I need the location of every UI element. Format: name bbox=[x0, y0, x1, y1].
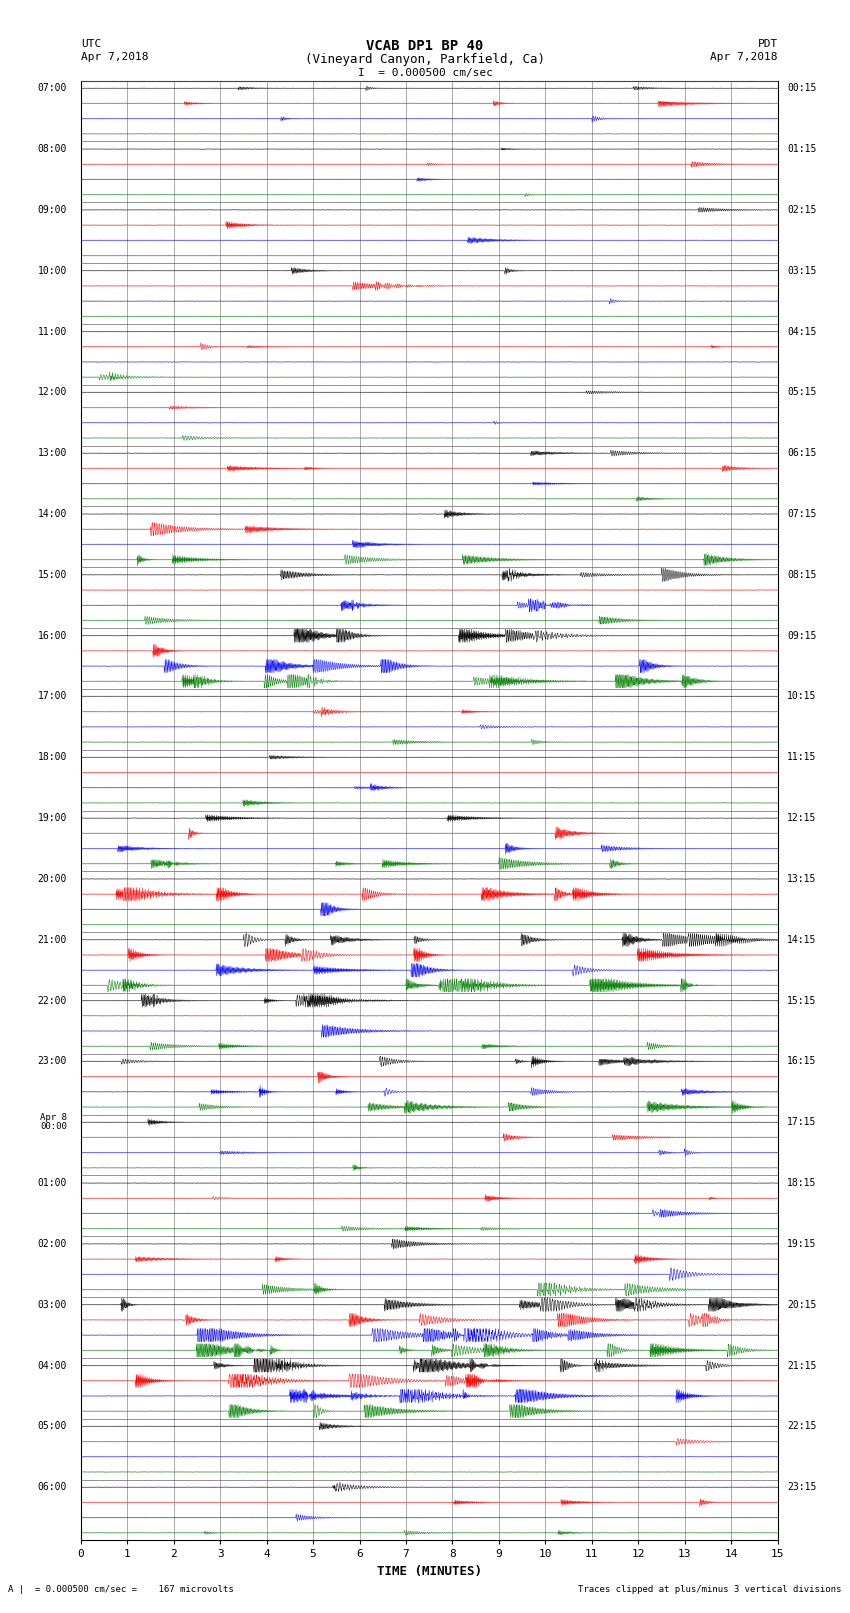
Text: Apr 7,2018: Apr 7,2018 bbox=[711, 52, 778, 61]
Text: 06:15: 06:15 bbox=[787, 448, 816, 458]
Text: 08:15: 08:15 bbox=[787, 569, 816, 579]
Text: 23:00: 23:00 bbox=[37, 1057, 67, 1066]
Text: 02:00: 02:00 bbox=[37, 1239, 67, 1248]
Text: Apr 8: Apr 8 bbox=[40, 1113, 67, 1123]
Text: 20:15: 20:15 bbox=[787, 1300, 816, 1310]
Text: (Vineyard Canyon, Parkfield, Ca): (Vineyard Canyon, Parkfield, Ca) bbox=[305, 53, 545, 66]
Text: 12:00: 12:00 bbox=[37, 387, 67, 397]
Text: 16:00: 16:00 bbox=[37, 631, 67, 640]
Text: 10:00: 10:00 bbox=[37, 266, 67, 276]
Text: 21:15: 21:15 bbox=[787, 1360, 816, 1371]
Text: 07:15: 07:15 bbox=[787, 510, 816, 519]
Text: 03:15: 03:15 bbox=[787, 266, 816, 276]
Text: 05:15: 05:15 bbox=[787, 387, 816, 397]
Text: 04:15: 04:15 bbox=[787, 326, 816, 337]
Text: 13:15: 13:15 bbox=[787, 874, 816, 884]
Text: 04:00: 04:00 bbox=[37, 1360, 67, 1371]
Text: I  = 0.000500 cm/sec: I = 0.000500 cm/sec bbox=[358, 68, 492, 77]
Text: VCAB DP1 BP 40: VCAB DP1 BP 40 bbox=[366, 39, 484, 53]
Text: UTC: UTC bbox=[81, 39, 101, 48]
Text: 17:15: 17:15 bbox=[787, 1118, 816, 1127]
Text: 05:00: 05:00 bbox=[37, 1421, 67, 1431]
Text: 15:15: 15:15 bbox=[787, 995, 816, 1005]
Text: 13:00: 13:00 bbox=[37, 448, 67, 458]
Text: 06:00: 06:00 bbox=[37, 1482, 67, 1492]
Text: 09:00: 09:00 bbox=[37, 205, 67, 215]
Text: 09:15: 09:15 bbox=[787, 631, 816, 640]
Text: 00:00: 00:00 bbox=[40, 1123, 67, 1131]
Text: 01:00: 01:00 bbox=[37, 1177, 67, 1189]
Text: 18:15: 18:15 bbox=[787, 1177, 816, 1189]
Text: 17:00: 17:00 bbox=[37, 692, 67, 702]
Text: PDT: PDT bbox=[757, 39, 778, 48]
Text: Apr 7,2018: Apr 7,2018 bbox=[81, 52, 148, 61]
Text: 02:15: 02:15 bbox=[787, 205, 816, 215]
Text: 03:00: 03:00 bbox=[37, 1300, 67, 1310]
X-axis label: TIME (MINUTES): TIME (MINUTES) bbox=[377, 1565, 482, 1578]
Text: 19:00: 19:00 bbox=[37, 813, 67, 823]
Text: 21:00: 21:00 bbox=[37, 936, 67, 945]
Text: 00:15: 00:15 bbox=[787, 84, 816, 94]
Text: 08:00: 08:00 bbox=[37, 144, 67, 155]
Text: 23:15: 23:15 bbox=[787, 1482, 816, 1492]
Text: 18:00: 18:00 bbox=[37, 752, 67, 763]
Text: 07:00: 07:00 bbox=[37, 84, 67, 94]
Text: 14:00: 14:00 bbox=[37, 510, 67, 519]
Text: A |  = 0.000500 cm/sec =    167 microvolts: A | = 0.000500 cm/sec = 167 microvolts bbox=[8, 1584, 235, 1594]
Text: 22:15: 22:15 bbox=[787, 1421, 816, 1431]
Text: 11:00: 11:00 bbox=[37, 326, 67, 337]
Text: 16:15: 16:15 bbox=[787, 1057, 816, 1066]
Text: 12:15: 12:15 bbox=[787, 813, 816, 823]
Text: 20:00: 20:00 bbox=[37, 874, 67, 884]
Text: 19:15: 19:15 bbox=[787, 1239, 816, 1248]
Text: Traces clipped at plus/minus 3 vertical divisions: Traces clipped at plus/minus 3 vertical … bbox=[578, 1584, 842, 1594]
Text: 10:15: 10:15 bbox=[787, 692, 816, 702]
Text: 11:15: 11:15 bbox=[787, 752, 816, 763]
Text: 15:00: 15:00 bbox=[37, 569, 67, 579]
Text: 01:15: 01:15 bbox=[787, 144, 816, 155]
Text: 14:15: 14:15 bbox=[787, 936, 816, 945]
Text: 22:00: 22:00 bbox=[37, 995, 67, 1005]
